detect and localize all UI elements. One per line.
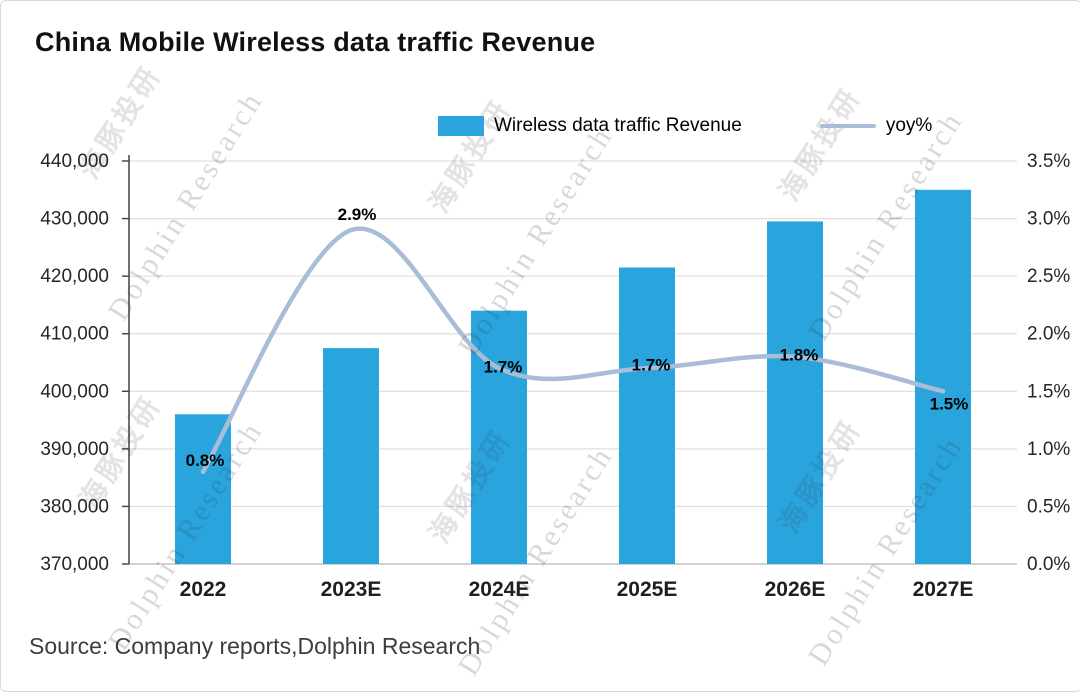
left-axis-label: 400,000 bbox=[40, 381, 109, 402]
yoy-data-label-2026E: 1.8% bbox=[780, 346, 819, 365]
x-axis-label-2025E: 2025E bbox=[617, 578, 678, 601]
legend-item-revenue: Wireless data traffic Revenue bbox=[438, 115, 742, 137]
bar-2027E bbox=[915, 189, 971, 565]
chart-title: China Mobile Wireless data traffic Reven… bbox=[35, 27, 596, 57]
right-axis-label: 3.5% bbox=[1027, 151, 1070, 172]
left-axis-label: 390,000 bbox=[40, 439, 109, 460]
right-axis-label: 0.0% bbox=[1027, 554, 1070, 575]
x-axis-label-2027E: 2027E bbox=[913, 578, 974, 601]
left-axis-label: 430,000 bbox=[40, 209, 109, 230]
x-axis-label-2026E: 2026E bbox=[765, 578, 826, 601]
yoy-data-label-2024E: 1.7% bbox=[484, 357, 523, 376]
bar-2024E bbox=[471, 310, 527, 564]
right-axis-label: 3.0% bbox=[1027, 209, 1070, 230]
left-axis-label: 380,000 bbox=[40, 496, 109, 517]
right-axis-label: 1.5% bbox=[1027, 381, 1070, 402]
right-axis-label: 2.5% bbox=[1027, 266, 1070, 287]
x-axis-label-2024E: 2024E bbox=[469, 578, 530, 601]
legend-item-yoy: yoy% bbox=[819, 115, 933, 137]
yoy-data-label-2025E: 1.7% bbox=[632, 355, 671, 374]
legend: Wireless data traffic Revenue yoy% bbox=[438, 115, 932, 137]
legend-label-revenue: Wireless data traffic Revenue bbox=[494, 115, 742, 136]
bar-2025E bbox=[619, 267, 675, 564]
x-axis-label-2023E: 2023E bbox=[321, 578, 382, 601]
bar-2026E bbox=[767, 221, 823, 564]
x-axis-label-2022: 2022 bbox=[180, 578, 227, 601]
right-axis-label: 2.0% bbox=[1027, 324, 1070, 345]
left-axis-label: 370,000 bbox=[40, 554, 109, 575]
bar-2023E bbox=[323, 348, 379, 564]
left-axis-label: 410,000 bbox=[40, 324, 109, 345]
yoy-data-label-2027E: 1.5% bbox=[930, 394, 969, 413]
left-axis-label: 440,000 bbox=[40, 151, 109, 172]
left-axis-label: 420,000 bbox=[40, 266, 109, 287]
yoy-data-label-2022: 0.8% bbox=[186, 451, 225, 470]
yoy-line bbox=[200, 226, 946, 475]
legend-label-yoy: yoy% bbox=[885, 115, 933, 136]
right-axis-label: 0.5% bbox=[1027, 496, 1070, 517]
legend-bar-swatch bbox=[438, 116, 484, 136]
yoy-data-label-2023E: 2.9% bbox=[338, 205, 377, 224]
right-axis-label: 1.0% bbox=[1027, 439, 1070, 460]
legend-line-swatch bbox=[819, 124, 876, 128]
source-note: Source: Company reports,Dolphin Research bbox=[29, 633, 481, 659]
